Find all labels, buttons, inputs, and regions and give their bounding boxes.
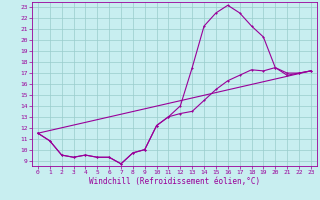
- X-axis label: Windchill (Refroidissement éolien,°C): Windchill (Refroidissement éolien,°C): [89, 177, 260, 186]
